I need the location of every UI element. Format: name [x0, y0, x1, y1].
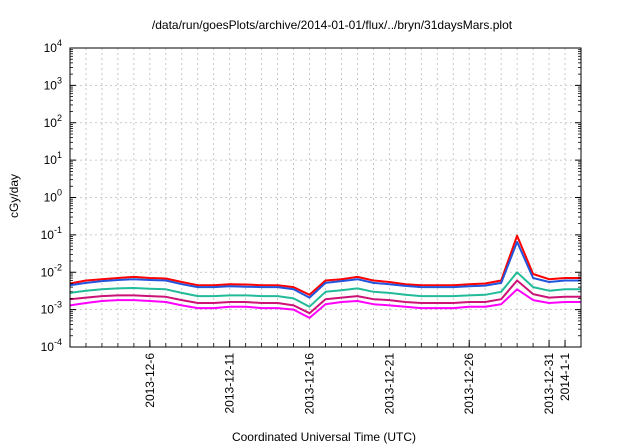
y-tick-label: 10-2	[41, 262, 62, 279]
y-axis-label: cGy/day	[7, 174, 21, 218]
y-tick-label: 102	[44, 113, 62, 130]
x-tick-label: 2013-12-26	[462, 353, 476, 415]
y-tick-label: 10-1	[41, 225, 62, 242]
plot-frame	[69, 47, 582, 348]
series-line	[69, 279, 581, 315]
x-tick-label: 2014-1-1	[558, 353, 572, 401]
x-tick-label: 2013-12-16	[303, 353, 317, 415]
x-tick-label: 2013-12-31	[542, 353, 556, 415]
series-line	[69, 288, 581, 319]
y-tick-label: 101	[44, 150, 62, 167]
series-line	[69, 240, 581, 299]
axes: 10-4 10-3 10-2 10-1 100 101 102 103 104 2013-12-6…	[41, 38, 582, 415]
x-axis-label: Coordinated Universal Time (UTC)	[232, 430, 416, 444]
y-tick-label: 100	[44, 188, 62, 205]
series-line	[69, 271, 581, 308]
series-group	[69, 234, 581, 319]
x-tick-label: 2013-12-21	[382, 353, 396, 415]
x-tick-label: 2013-12-6	[143, 353, 157, 408]
y-tick-label: 104	[44, 38, 62, 55]
y-tick-label: 10-4	[41, 337, 62, 354]
series-line	[69, 234, 581, 296]
y-tick-label: 10-3	[41, 300, 62, 317]
y-tick-label: 103	[44, 75, 62, 92]
chart-title: /data/run/goesPlots/archive/2014-01-01/f…	[152, 18, 513, 32]
x-tick-label: 2013-12-11	[223, 353, 237, 414]
